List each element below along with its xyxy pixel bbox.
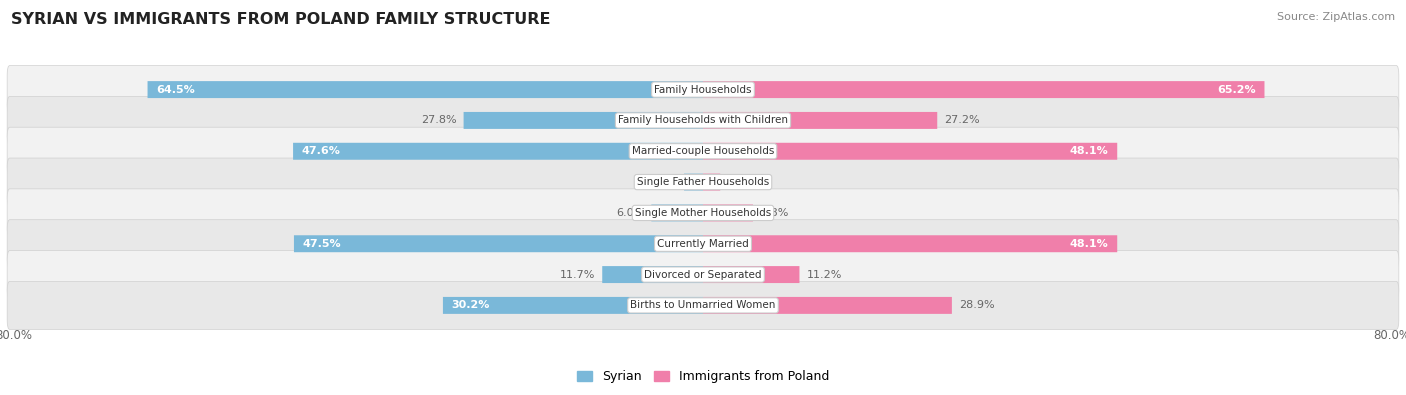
Text: Family Households: Family Households bbox=[654, 85, 752, 94]
Text: Family Households with Children: Family Households with Children bbox=[619, 115, 787, 126]
FancyBboxPatch shape bbox=[7, 220, 1399, 268]
Text: Currently Married: Currently Married bbox=[657, 239, 749, 249]
Text: Source: ZipAtlas.com: Source: ZipAtlas.com bbox=[1277, 12, 1395, 22]
Text: 65.2%: 65.2% bbox=[1218, 85, 1256, 94]
FancyBboxPatch shape bbox=[7, 127, 1399, 175]
FancyBboxPatch shape bbox=[602, 266, 703, 283]
Text: 47.6%: 47.6% bbox=[302, 146, 340, 156]
Text: 48.1%: 48.1% bbox=[1070, 146, 1108, 156]
FancyBboxPatch shape bbox=[703, 266, 800, 283]
Text: 2.0%: 2.0% bbox=[727, 177, 755, 187]
Text: Single Father Households: Single Father Households bbox=[637, 177, 769, 187]
Text: Divorced or Separated: Divorced or Separated bbox=[644, 269, 762, 280]
Text: 30.2%: 30.2% bbox=[451, 301, 489, 310]
FancyBboxPatch shape bbox=[7, 189, 1399, 237]
FancyBboxPatch shape bbox=[292, 143, 703, 160]
Text: Married-couple Households: Married-couple Households bbox=[631, 146, 775, 156]
Text: 11.7%: 11.7% bbox=[560, 269, 595, 280]
FancyBboxPatch shape bbox=[294, 235, 703, 252]
FancyBboxPatch shape bbox=[703, 174, 720, 190]
FancyBboxPatch shape bbox=[703, 143, 1118, 160]
FancyBboxPatch shape bbox=[7, 96, 1399, 145]
FancyBboxPatch shape bbox=[703, 235, 1118, 252]
Text: 27.8%: 27.8% bbox=[420, 115, 457, 126]
Text: Births to Unmarried Women: Births to Unmarried Women bbox=[630, 301, 776, 310]
Text: SYRIAN VS IMMIGRANTS FROM POLAND FAMILY STRUCTURE: SYRIAN VS IMMIGRANTS FROM POLAND FAMILY … bbox=[11, 12, 551, 27]
FancyBboxPatch shape bbox=[7, 66, 1399, 114]
Text: 11.2%: 11.2% bbox=[807, 269, 842, 280]
Text: 64.5%: 64.5% bbox=[156, 85, 195, 94]
FancyBboxPatch shape bbox=[703, 81, 1264, 98]
FancyBboxPatch shape bbox=[148, 81, 703, 98]
Text: 2.2%: 2.2% bbox=[648, 177, 678, 187]
FancyBboxPatch shape bbox=[443, 297, 703, 314]
Legend: Syrian, Immigrants from Poland: Syrian, Immigrants from Poland bbox=[572, 365, 834, 388]
FancyBboxPatch shape bbox=[7, 281, 1399, 329]
Text: 47.5%: 47.5% bbox=[302, 239, 342, 249]
FancyBboxPatch shape bbox=[703, 112, 938, 129]
FancyBboxPatch shape bbox=[703, 205, 754, 221]
Text: Single Mother Households: Single Mother Households bbox=[636, 208, 770, 218]
FancyBboxPatch shape bbox=[7, 250, 1399, 299]
Text: 6.0%: 6.0% bbox=[616, 208, 644, 218]
FancyBboxPatch shape bbox=[651, 205, 703, 221]
Text: 48.1%: 48.1% bbox=[1070, 239, 1108, 249]
FancyBboxPatch shape bbox=[685, 174, 703, 190]
FancyBboxPatch shape bbox=[464, 112, 703, 129]
FancyBboxPatch shape bbox=[7, 158, 1399, 206]
FancyBboxPatch shape bbox=[703, 297, 952, 314]
Text: 27.2%: 27.2% bbox=[945, 115, 980, 126]
Text: 28.9%: 28.9% bbox=[959, 301, 994, 310]
Text: 5.8%: 5.8% bbox=[759, 208, 789, 218]
